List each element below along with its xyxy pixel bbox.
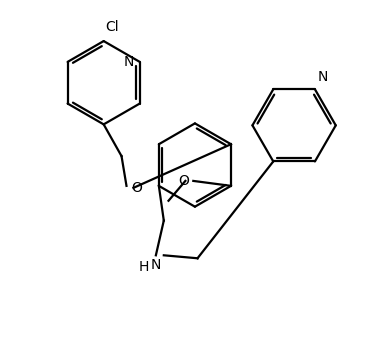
Text: N: N <box>124 55 134 69</box>
Text: H: H <box>139 260 149 274</box>
Text: Cl: Cl <box>106 20 119 34</box>
Text: O: O <box>131 181 142 195</box>
Text: N: N <box>318 70 328 84</box>
Text: O: O <box>178 174 189 188</box>
Text: N: N <box>151 258 161 272</box>
